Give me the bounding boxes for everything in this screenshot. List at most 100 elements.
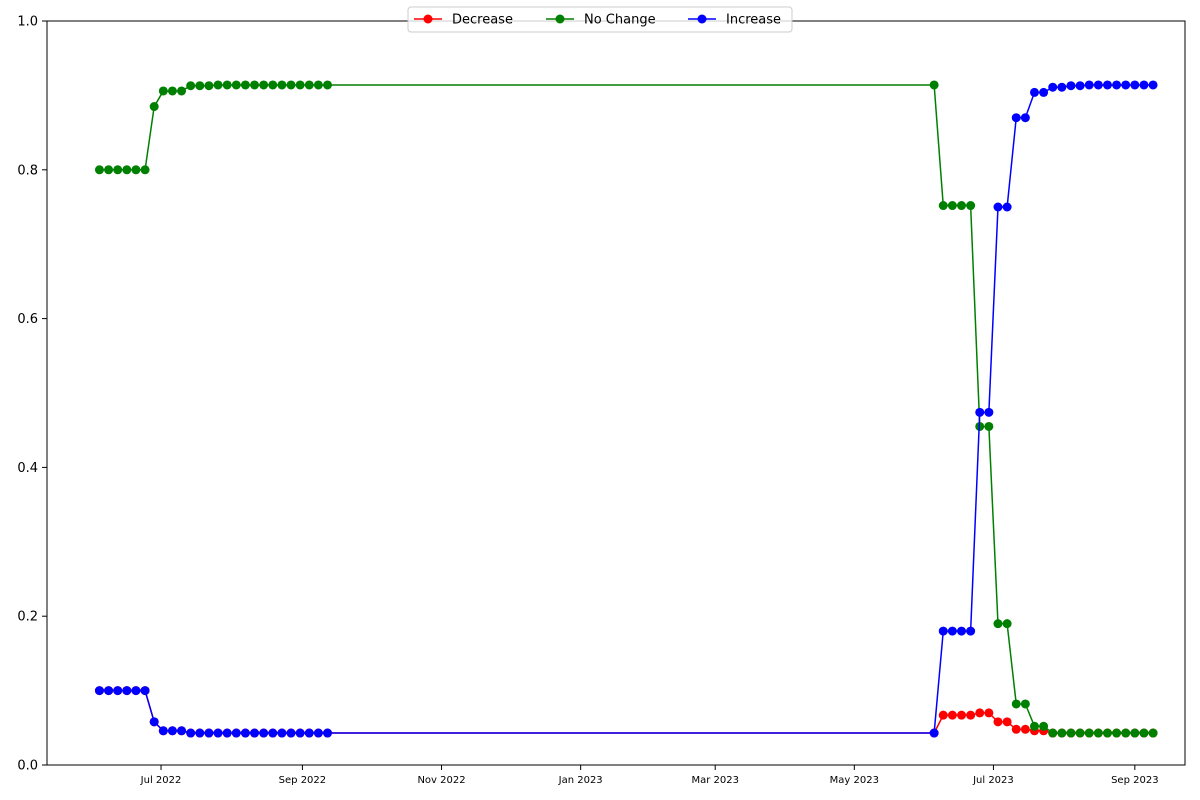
data-point-increase xyxy=(966,626,976,636)
data-point-decrease xyxy=(1011,724,1021,734)
data-point-increase xyxy=(993,202,1003,212)
data-point-increase xyxy=(186,728,196,738)
x-tick-label: May 2023 xyxy=(830,775,879,786)
data-point-no-change xyxy=(966,201,976,211)
x-axis: Jul 2022 Sep 2022 Nov 2022 Jan 2023 Mar 2023… xyxy=(140,765,1159,786)
data-point-increase xyxy=(1011,113,1021,123)
legend-label-no-change: No Change xyxy=(584,13,656,28)
data-point-increase xyxy=(1102,80,1112,90)
data-point-increase xyxy=(295,728,305,738)
legend-marker-decrease xyxy=(423,14,433,24)
data-point-no-change xyxy=(1084,728,1094,738)
data-point-no-change xyxy=(195,81,205,91)
data-point-no-change xyxy=(993,619,1003,629)
data-point-increase xyxy=(167,726,177,736)
data-point-increase xyxy=(277,728,287,738)
y-tick-label: 0.6 xyxy=(17,312,38,327)
x-tick-label: Nov 2022 xyxy=(417,775,465,786)
data-point-no-change xyxy=(113,165,123,175)
data-point-increase xyxy=(1130,80,1140,90)
data-point-increase xyxy=(1002,202,1012,212)
data-point-increase xyxy=(938,626,948,636)
data-point-no-change xyxy=(1075,728,1085,738)
data-point-increase xyxy=(1121,80,1131,90)
data-point-decrease xyxy=(957,710,967,720)
data-point-increase xyxy=(1029,87,1039,97)
data-point-increase xyxy=(131,686,141,696)
data-point-increase xyxy=(1066,81,1076,91)
data-point-no-change xyxy=(947,201,957,211)
data-point-increase xyxy=(929,728,939,738)
y-axis: 0.0 0.2 0.4 0.6 0.8 1.0 xyxy=(17,15,47,774)
legend-marker-increase xyxy=(697,14,707,24)
data-point-decrease xyxy=(1002,717,1012,727)
data-point-increase xyxy=(1139,80,1149,90)
data-point-increase xyxy=(957,626,967,636)
data-point-no-change xyxy=(304,80,314,90)
x-tick-label: Jul 2023 xyxy=(972,775,1014,786)
data-point-decrease xyxy=(984,708,994,718)
data-point-increase xyxy=(177,726,187,736)
data-point-no-change xyxy=(1039,721,1049,731)
x-tick-label: Mar 2023 xyxy=(691,775,739,786)
data-point-decrease xyxy=(975,708,985,718)
data-point-no-change xyxy=(286,80,296,90)
data-point-increase xyxy=(104,686,114,696)
data-point-no-change xyxy=(231,80,241,90)
data-point-no-change xyxy=(104,165,114,175)
data-point-increase xyxy=(158,726,168,736)
data-point-no-change xyxy=(1112,728,1122,738)
data-point-no-change xyxy=(1011,699,1021,709)
data-point-no-change xyxy=(1130,728,1140,738)
data-point-no-change xyxy=(929,80,939,90)
data-point-no-change xyxy=(158,86,168,96)
data-point-increase xyxy=(313,728,323,738)
data-point-increase xyxy=(231,728,241,738)
data-point-increase xyxy=(1148,80,1158,90)
data-point-increase xyxy=(1075,81,1085,91)
data-point-no-change xyxy=(1002,619,1012,629)
data-point-increase xyxy=(975,407,985,417)
data-point-increase xyxy=(1093,80,1103,90)
data-point-increase xyxy=(1057,82,1067,92)
data-point-increase xyxy=(304,728,314,738)
data-point-no-change xyxy=(1048,728,1058,738)
x-tick-label: Jan 2023 xyxy=(558,775,603,786)
data-point-increase xyxy=(240,728,250,738)
data-point-increase xyxy=(195,728,205,738)
data-point-no-change xyxy=(1066,728,1076,738)
legend-box xyxy=(407,6,793,33)
legend-entry-no-change: No Change xyxy=(546,13,656,28)
data-point-no-change xyxy=(1148,728,1158,738)
data-point-decrease xyxy=(938,710,948,720)
legend-entry-increase: Increase xyxy=(688,13,781,28)
data-point-no-change xyxy=(1057,728,1067,738)
data-point-decrease xyxy=(993,717,1003,727)
series-layer xyxy=(94,80,1158,738)
data-point-increase xyxy=(947,626,957,636)
data-point-no-change xyxy=(94,165,104,175)
data-point-increase xyxy=(222,728,232,738)
data-point-no-change xyxy=(250,80,260,90)
data-point-increase xyxy=(286,728,296,738)
y-tick-label: 0.8 xyxy=(17,163,38,178)
data-point-no-change xyxy=(277,80,287,90)
series-increase xyxy=(94,80,1158,738)
x-tick-label: Sep 2023 xyxy=(1111,775,1158,786)
legend-label-decrease: Decrease xyxy=(452,13,513,28)
data-point-no-change xyxy=(240,80,250,90)
x-tick-label: Sep 2022 xyxy=(279,775,326,786)
data-point-increase xyxy=(259,728,269,738)
data-point-increase xyxy=(323,728,333,738)
data-point-no-change xyxy=(1093,728,1103,738)
data-point-no-change xyxy=(131,165,141,175)
data-point-no-change xyxy=(122,165,132,175)
data-point-increase xyxy=(149,717,159,727)
data-point-increase xyxy=(140,686,150,696)
data-point-decrease xyxy=(947,710,957,720)
data-point-increase xyxy=(122,686,132,696)
data-point-increase xyxy=(268,728,278,738)
y-tick-label: 0.2 xyxy=(17,610,38,625)
y-tick-label: 0.4 xyxy=(17,461,38,476)
plot-area xyxy=(47,21,1185,765)
